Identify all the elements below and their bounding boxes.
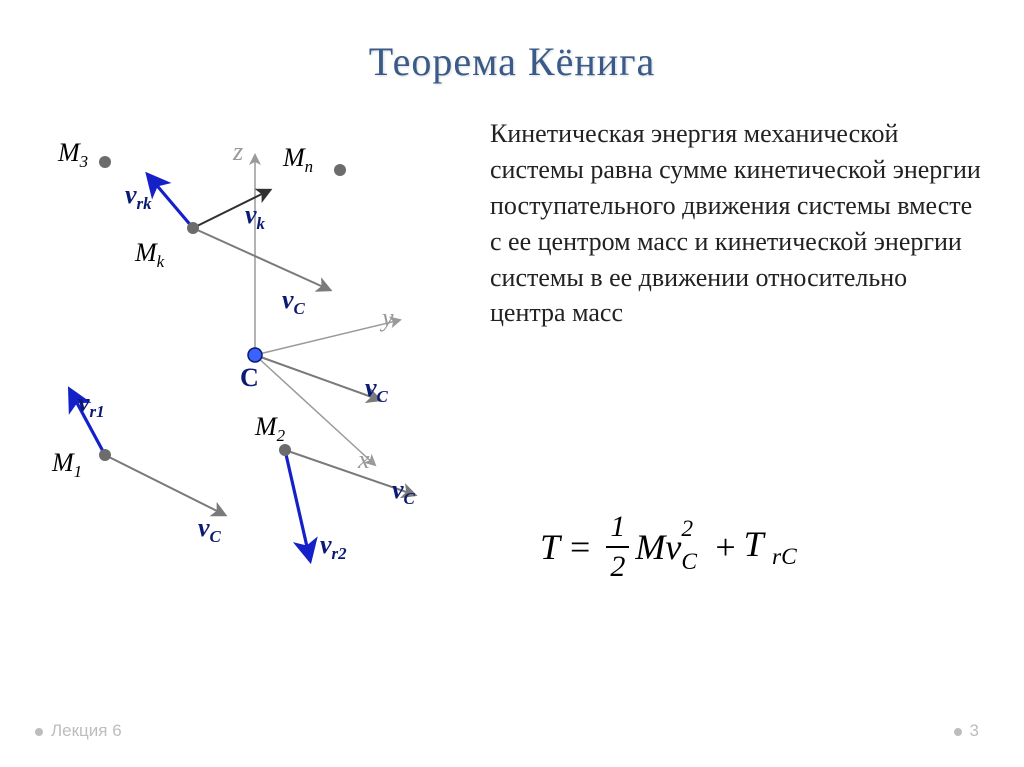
diagram-label: Mk xyxy=(135,238,164,272)
diagram-label: Mn xyxy=(283,143,313,177)
slide-title: Теорема Кёнига xyxy=(0,38,1024,85)
formula-lhs: T xyxy=(540,526,560,568)
diagram-label: C xyxy=(240,363,259,393)
bullet-icon xyxy=(35,728,43,736)
diagram-label: vC xyxy=(282,285,305,319)
diagram-label: vk xyxy=(245,200,265,234)
diagram-label: vC xyxy=(365,373,388,407)
footer-left: Лекция 6 xyxy=(35,721,122,741)
footer-page-number: 3 xyxy=(954,721,979,741)
formula-plus: + xyxy=(715,526,735,568)
diagram-label: vC xyxy=(392,475,415,509)
formula-T2: T rC xyxy=(744,523,797,571)
formula-v: v 2 C xyxy=(665,526,681,568)
diagram-label: x xyxy=(358,445,370,475)
diagram-label: z xyxy=(233,137,243,167)
koenig-formula: T = 1 2 M v 2 C + T rC xyxy=(540,510,960,630)
diagram-label: y xyxy=(382,303,394,333)
formula-fraction: 1 2 xyxy=(606,510,629,584)
diagram-label: vr1 xyxy=(78,388,105,422)
diagram-label: M2 xyxy=(255,412,285,446)
koenig-diagram: M3zMnvrkvkMkvCyCvCvr1M1M2xvCvCvr2 xyxy=(30,120,470,610)
formula-M: M xyxy=(635,526,665,568)
bullet-icon xyxy=(954,728,962,736)
diagram-label: vr2 xyxy=(320,530,347,564)
diagram-label: M3 xyxy=(58,138,88,172)
formula-eq: = xyxy=(570,526,590,568)
diagram-label: M1 xyxy=(52,448,82,482)
theorem-text: Кинетическая энергия механической систем… xyxy=(490,116,985,331)
diagram-label: vC xyxy=(198,513,221,547)
diagram-label: vrk xyxy=(125,180,152,214)
